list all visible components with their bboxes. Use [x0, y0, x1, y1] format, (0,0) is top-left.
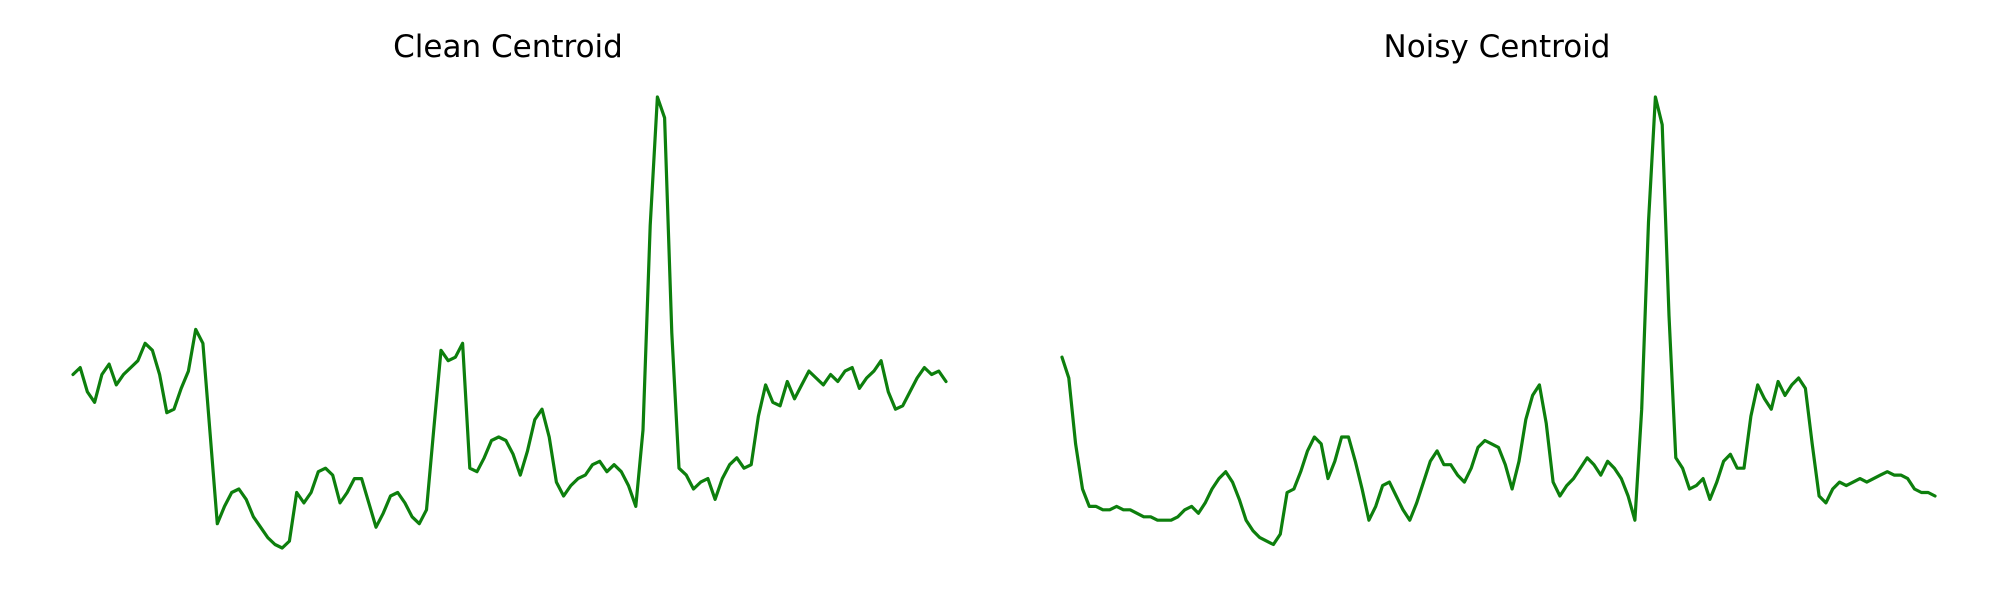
- chart-title-clean: Clean Centroid: [393, 29, 623, 65]
- chart-clean-centroid: Clean Centroid: [71, 29, 948, 550]
- series-line-clean: [71, 95, 948, 550]
- series-line-noisy: [1060, 95, 1937, 547]
- chart-title-noisy: Noisy Centroid: [1384, 29, 1611, 65]
- chart-noisy-centroid: Noisy Centroid: [1060, 29, 1937, 547]
